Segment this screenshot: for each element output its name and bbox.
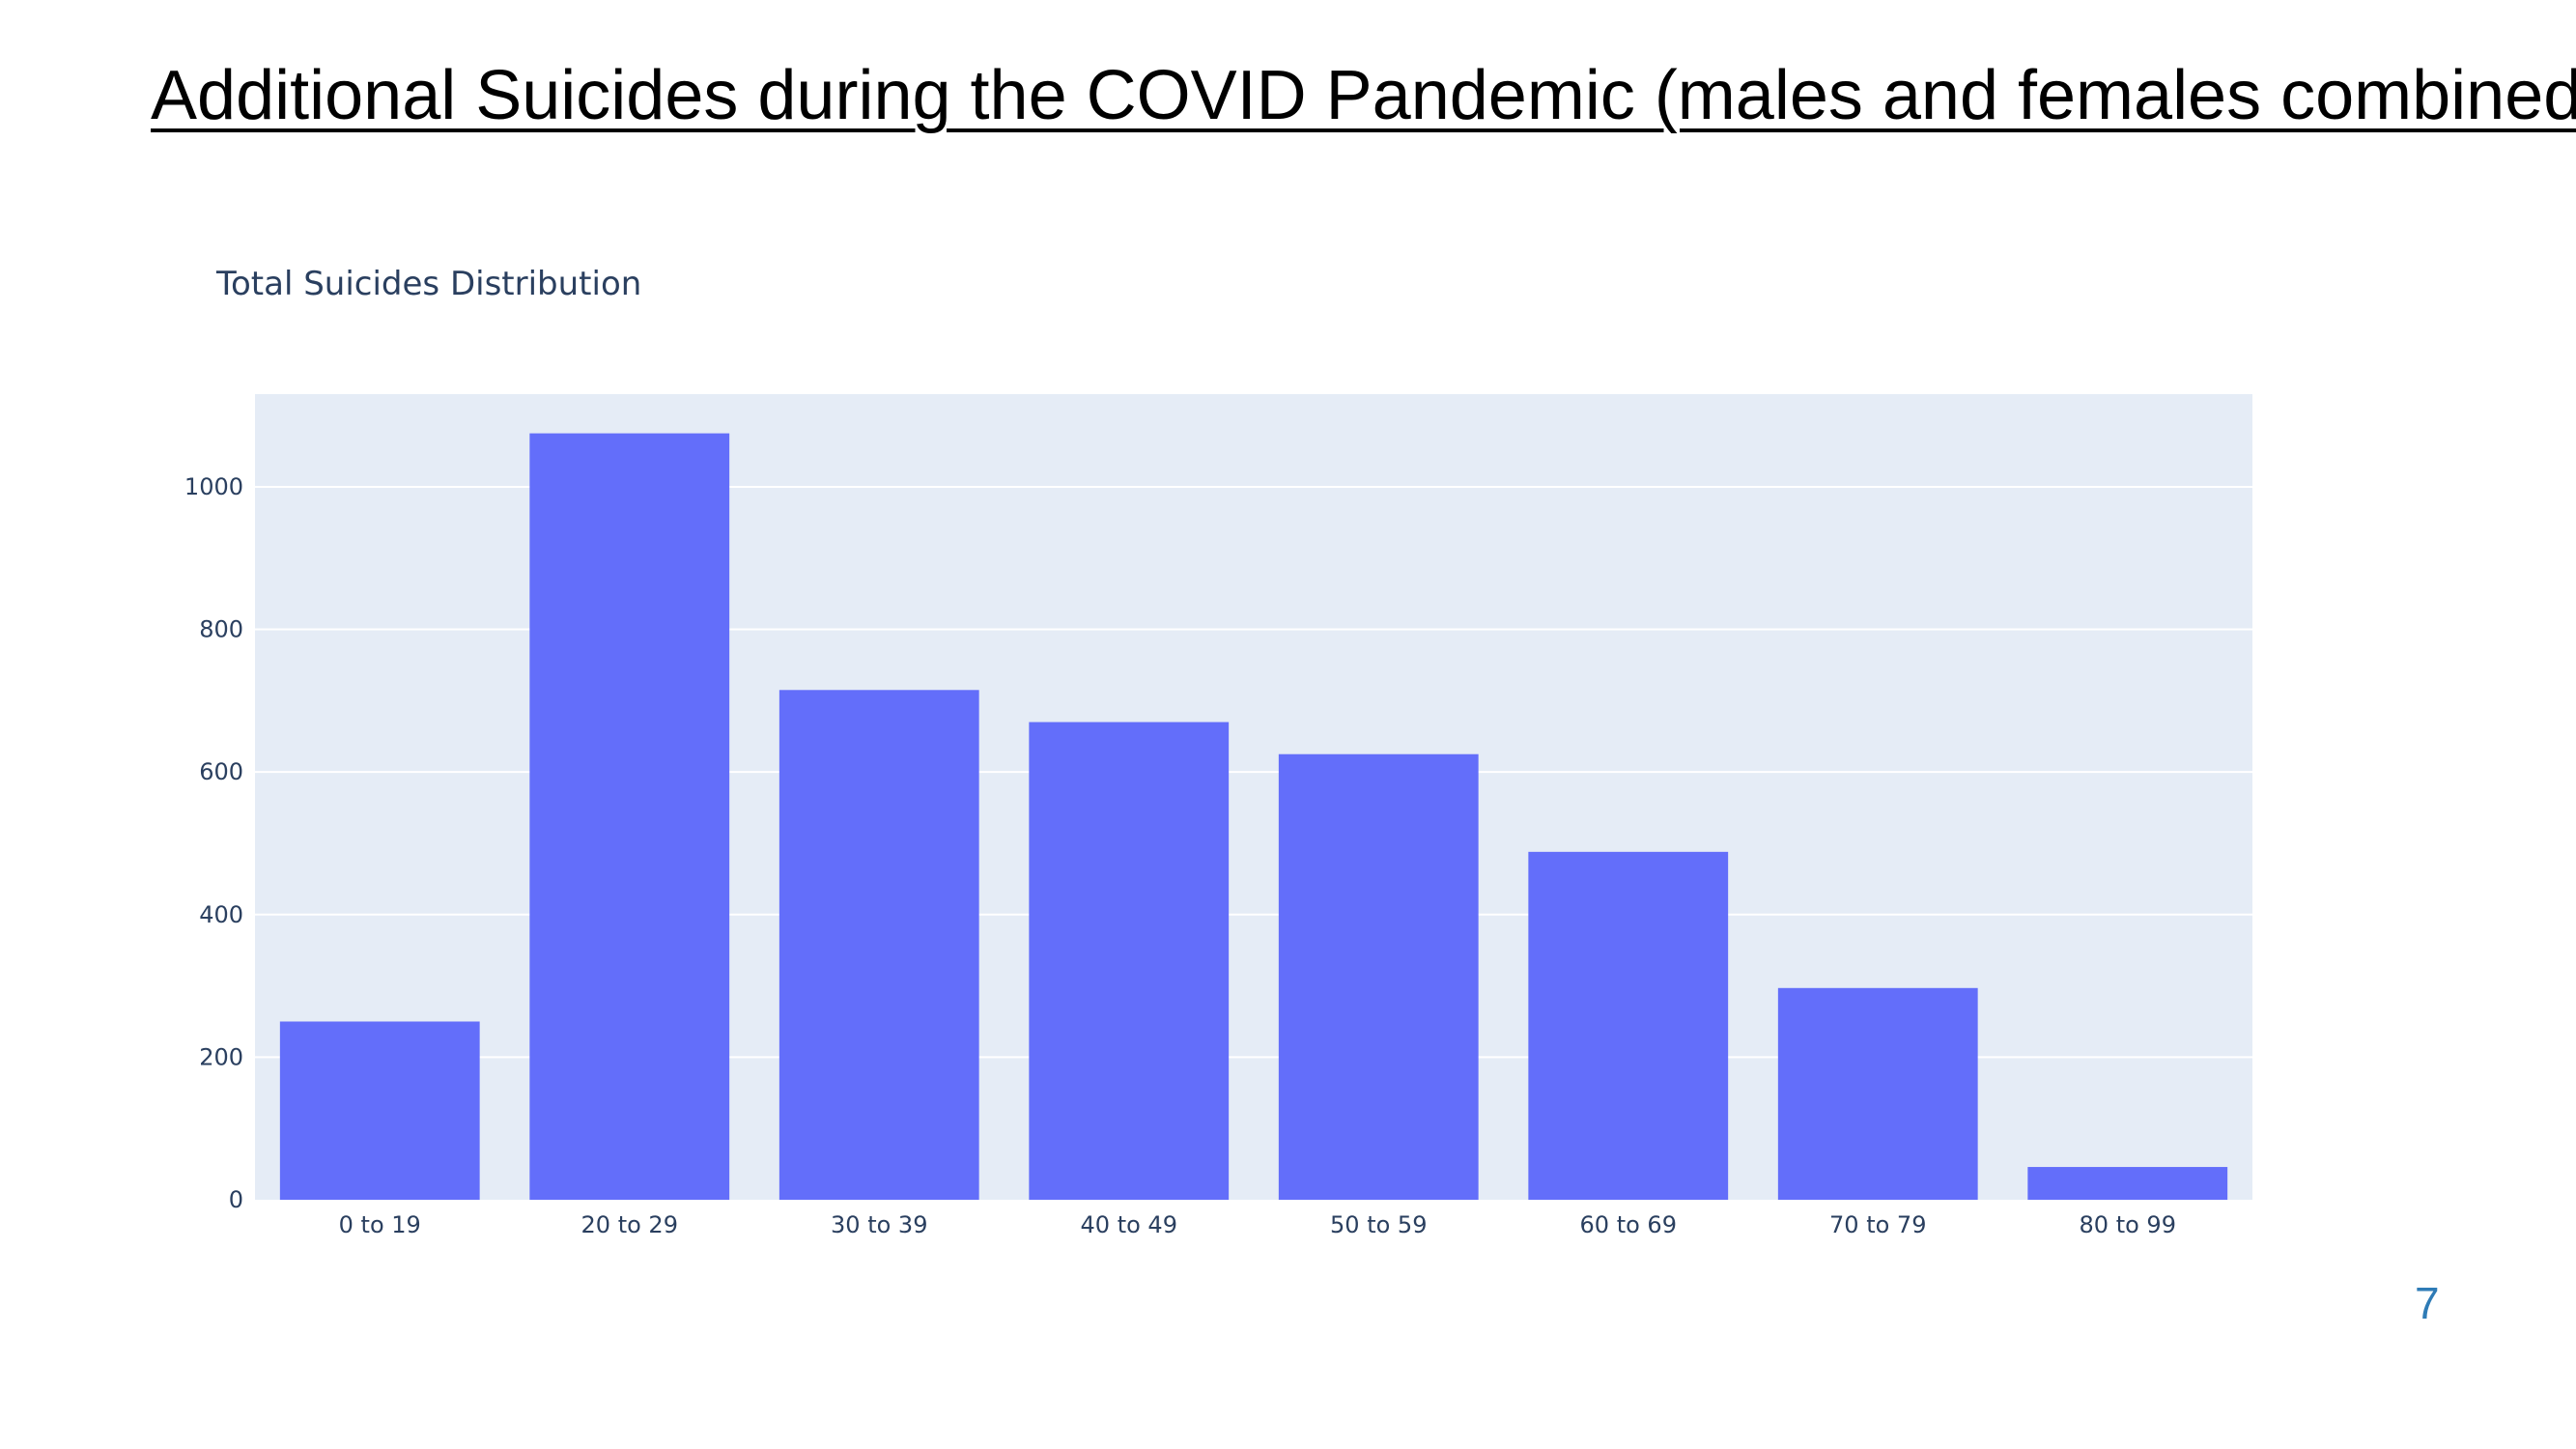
x-tick-label: 40 to 49 <box>1081 1211 1177 1238</box>
y-tick-label: 200 <box>199 1043 243 1070</box>
x-tick-label: 20 to 29 <box>581 1211 678 1238</box>
x-tick-label: 60 to 69 <box>1580 1211 1677 1238</box>
bar-4[interactable] <box>1278 753 1479 1200</box>
x-tick-label: 80 to 99 <box>2080 1211 2176 1238</box>
chart-title: Total Suicides Distribution <box>216 265 642 303</box>
bars <box>279 433 2228 1201</box>
y-tick-label: 600 <box>199 758 243 785</box>
page-number: 7 <box>2415 1278 2440 1328</box>
y-tick-label: 800 <box>199 616 243 643</box>
bar-1[interactable] <box>529 433 730 1201</box>
bar-2[interactable] <box>778 690 979 1200</box>
x-tick-label: 30 to 39 <box>831 1211 927 1238</box>
bar-3[interactable] <box>1029 722 1230 1200</box>
x-tick-label: 50 to 59 <box>1330 1211 1427 1238</box>
y-tick-label: 1000 <box>184 473 243 500</box>
y-tick-label: 400 <box>199 901 243 928</box>
x-axis-ticks: 0 to 19 20 to 29 30 to 39 40 to 49 50 to 59 6… <box>339 1211 2176 1238</box>
bar-0[interactable] <box>279 1021 480 1200</box>
slide-title: Additional Suicides during the COVID Pan… <box>151 57 2576 134</box>
bar-6[interactable] <box>1777 987 1978 1200</box>
x-tick-label: 0 to 19 <box>339 1211 421 1238</box>
bar-7[interactable] <box>2027 1167 2228 1200</box>
x-tick-label: 70 to 79 <box>1829 1211 1926 1238</box>
y-tick-label: 0 <box>229 1186 243 1213</box>
bar-5[interactable] <box>1528 851 1729 1200</box>
y-axis-ticks: 0 200 400 600 800 1000 <box>184 473 243 1213</box>
